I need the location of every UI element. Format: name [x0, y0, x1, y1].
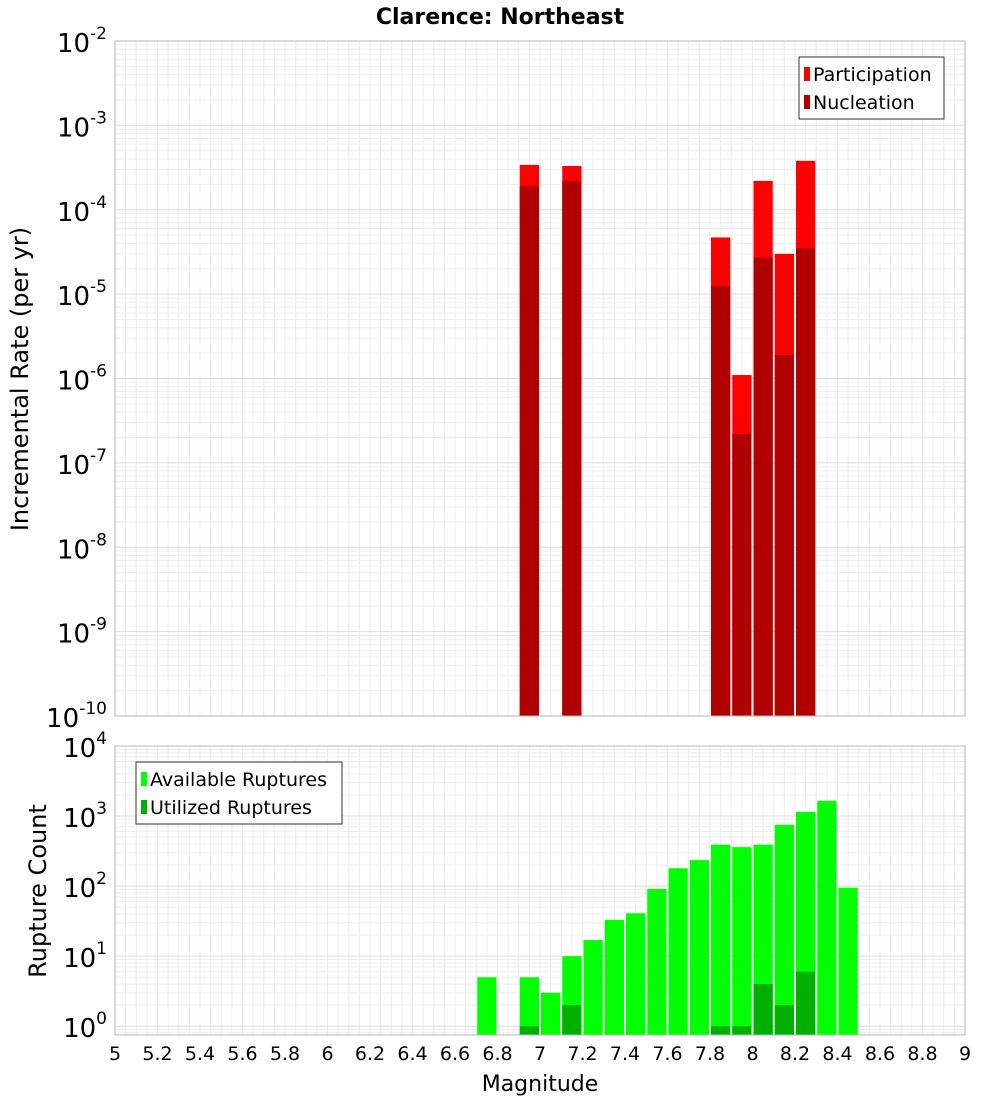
- legend-box: [798, 56, 945, 120]
- top-series-nucleation: [519, 180, 816, 717]
- x-tick-label: 8.8: [907, 1043, 937, 1065]
- x-tick-label: 6.6: [440, 1043, 470, 1065]
- top-grid: [114, 41, 966, 717]
- y-tick-label: 10-7: [57, 446, 107, 481]
- y-tick-label: 10-6: [57, 362, 107, 397]
- bar: [519, 186, 539, 716]
- bar: [732, 1026, 752, 1035]
- bar: [626, 913, 646, 1035]
- y-tick-label: 10-4: [57, 193, 107, 228]
- bar: [732, 847, 752, 1035]
- x-tick-label: 5.2: [142, 1043, 172, 1065]
- bar: [838, 887, 858, 1035]
- legend-swatch: [804, 95, 810, 109]
- bar: [562, 180, 582, 716]
- bar: [519, 977, 539, 1035]
- bar: [519, 1026, 539, 1035]
- bar: [647, 888, 667, 1035]
- y-tick-label: 104: [63, 729, 107, 764]
- y-tick-label: 10-5: [57, 277, 107, 312]
- bar: [753, 257, 773, 716]
- y-tick-label: 10-3: [57, 108, 107, 143]
- chart-title: Clarence: Northeast: [376, 5, 625, 30]
- bar: [604, 919, 624, 1035]
- y-tick-label: 102: [63, 869, 107, 904]
- bar: [583, 940, 603, 1035]
- x-tick-label: 6.2: [355, 1043, 385, 1065]
- legend-label: Participation: [813, 64, 932, 86]
- top-plot-frame: [114, 40, 966, 717]
- bar: [477, 977, 497, 1035]
- y-tick-label: 10-2: [57, 24, 107, 59]
- legend-swatch: [804, 67, 810, 81]
- bar: [774, 354, 794, 716]
- x-tick-label: 8.4: [822, 1043, 852, 1065]
- y-tick-label: 10-8: [57, 530, 107, 565]
- bar: [774, 1005, 794, 1035]
- y-tick-label: 103: [63, 799, 107, 834]
- legend-label: Nucleation: [813, 92, 915, 114]
- bar: [562, 1005, 582, 1035]
- x-tick-label: 9: [959, 1043, 971, 1065]
- x-tick-label: 6.4: [397, 1043, 427, 1065]
- x-tick-label: 7: [534, 1043, 546, 1065]
- x-tick-label: 6: [321, 1043, 333, 1065]
- x-tick-label: 5: [109, 1043, 121, 1065]
- x-tick-label: 8.6: [865, 1043, 895, 1065]
- y-tick-label: 100: [63, 1009, 107, 1044]
- bar: [753, 984, 773, 1035]
- x-tick-label: 7.6: [652, 1043, 682, 1065]
- bar: [689, 860, 709, 1035]
- bar: [711, 285, 731, 716]
- legend-swatch: [141, 772, 147, 786]
- bottom-plot-frame: [114, 745, 966, 1036]
- y-tick-label: 10-9: [57, 615, 107, 650]
- bottom-series-utilized-ruptures: [519, 971, 816, 1035]
- x-tick-label: 5.4: [185, 1043, 215, 1065]
- bar: [711, 844, 731, 1035]
- bar: [668, 868, 688, 1035]
- bar: [732, 433, 752, 716]
- top-y-axis-label: Incremental Rate (per yr): [6, 227, 34, 531]
- legend-label: Available Ruptures: [150, 769, 327, 791]
- bottom-y-axis-label: Rupture Count: [24, 804, 52, 978]
- top-panel: 10-10 10-9 10-8 10-7 10-6 10-5 10-4 10-3 10-2 Par…: [46, 24, 966, 734]
- x-axis-label: Magnitude: [482, 1072, 599, 1097]
- y-tick-label: 10-10: [46, 699, 107, 734]
- legend-label: Utilized Ruptures: [150, 797, 312, 819]
- x-tick-label: 8: [746, 1043, 758, 1065]
- y-tick-label: 101: [63, 939, 107, 974]
- bar: [796, 971, 816, 1035]
- top-legend: Participation Nucleation: [798, 56, 945, 120]
- x-tick-label: 8.2: [780, 1043, 810, 1065]
- bar: [796, 248, 816, 717]
- x-tick-label: 5.6: [227, 1043, 257, 1065]
- x-tick-label: 5.8: [270, 1043, 300, 1065]
- bar: [711, 1026, 731, 1035]
- x-tick-label: 7.4: [610, 1043, 640, 1065]
- bar: [817, 800, 837, 1035]
- legend-box: [135, 761, 343, 825]
- bar: [541, 992, 561, 1035]
- bottom-panel: 100 101 102 103 104 5 5.2 5.4 5.6 5.8 6 6.2 6.4 6.6 6.…: [63, 729, 971, 1065]
- bottom-legend: Available Ruptures Utilized Ruptures: [135, 761, 343, 825]
- legend-swatch: [141, 800, 147, 814]
- x-tick-label: 7.2: [567, 1043, 597, 1065]
- bar: [774, 824, 794, 1035]
- x-tick-label: 6.8: [482, 1043, 512, 1065]
- x-tick-label: 7.8: [695, 1043, 725, 1065]
